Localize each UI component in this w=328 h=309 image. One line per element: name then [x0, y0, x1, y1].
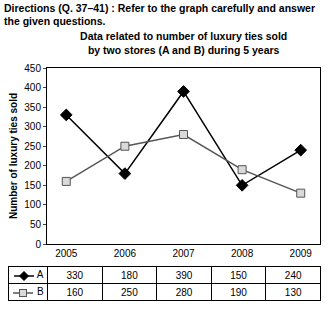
svg-text:2007: 2007	[172, 248, 195, 259]
html-text:150: 150	[230, 269, 247, 281]
html-text:250: 250	[121, 286, 138, 298]
svg-text:2008: 2008	[231, 248, 254, 259]
svg-text:450: 450	[24, 63, 41, 74]
html-text:A: A	[34, 269, 44, 281]
svg-text:Data related to number of luxu: Data related to number of luxury ties so…	[80, 30, 287, 56]
svg-text:100: 100	[24, 199, 41, 210]
svg-text:2006: 2006	[114, 248, 137, 259]
svg-text:300: 300	[24, 121, 41, 132]
html-text:280: 280	[175, 286, 193, 298]
svg-text:2005: 2005	[55, 248, 78, 259]
svg-text:150: 150	[24, 180, 41, 191]
html-text:240: 240	[284, 269, 302, 281]
html-text:390: 390	[175, 269, 193, 281]
svg-text:200: 200	[24, 160, 41, 171]
svg-text:0: 0	[35, 239, 41, 250]
svg-text:50: 50	[30, 219, 42, 230]
html-text:180: 180	[121, 269, 138, 281]
html-text:160: 160	[66, 286, 84, 298]
svg-text:2009: 2009	[290, 248, 313, 259]
html-text:Directions (Q. 37–41) : Refer: Directions (Q. 37–41) : Refer to the gra…	[4, 2, 315, 27]
svg-text:350: 350	[24, 102, 41, 113]
svg-text:250: 250	[24, 141, 41, 152]
html-text:B: B	[34, 286, 44, 298]
html-text:330: 330	[66, 269, 84, 281]
svg-text:Number of luxury ties sold: Number of luxury ties sold	[8, 93, 19, 219]
svg-text:400: 400	[24, 82, 41, 93]
html-text:130: 130	[284, 286, 302, 298]
html-text:190: 190	[230, 286, 247, 298]
